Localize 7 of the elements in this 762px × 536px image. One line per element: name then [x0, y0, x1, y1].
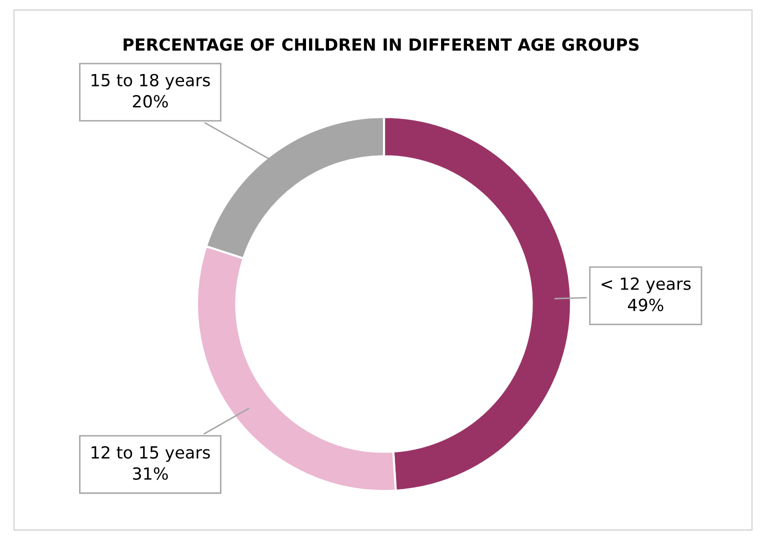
slice-label: 12 to 15 years: [92, 446, 210, 462]
data-label: 31%: [133, 467, 168, 480]
slice-label: 15 to 18 years: [92, 74, 210, 90]
slice-label: < 12 years: [602, 277, 691, 294]
data-label: 49%: [628, 298, 664, 312]
chart-title: PERCENTAGE OF CHILDREN IN DIFFERENT AGE GROUPS: [124, 38, 639, 51]
data-label: 20%: [132, 95, 168, 108]
